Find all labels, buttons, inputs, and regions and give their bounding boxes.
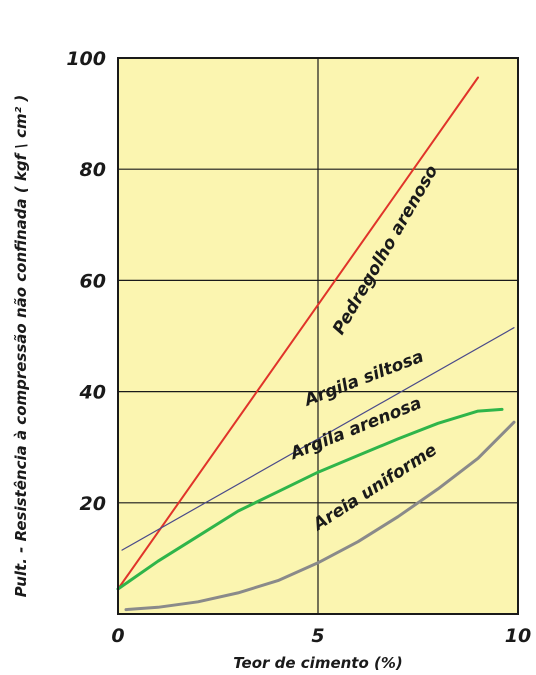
y-tick-label-60: 60	[80, 270, 106, 292]
series-line-1	[121, 327, 515, 551]
x-tick-label-10: 10	[505, 625, 531, 647]
y-tick-label-40: 40	[79, 382, 106, 404]
series-line-0	[117, 76, 479, 590]
y-tick-label-80: 80	[80, 159, 106, 181]
series-line-3	[124, 420, 516, 612]
x-tick-label-5: 5	[311, 625, 324, 647]
grid	[118, 58, 518, 614]
tick-labels: 20 40 60 80 100 0 5 10	[66, 48, 531, 647]
series-line-2	[116, 407, 504, 591]
series-layer	[116, 76, 516, 612]
y-tick-label-20: 20	[80, 493, 106, 515]
y-axis-label: Pult. - Resistência à compressão não con…	[12, 95, 30, 597]
plot-frame	[117, 57, 519, 615]
y-tick-label-100: 100	[66, 48, 106, 70]
x-axis-label: Teor de cimento (%)	[233, 654, 402, 672]
x-tick-label-0: 0	[111, 625, 124, 647]
